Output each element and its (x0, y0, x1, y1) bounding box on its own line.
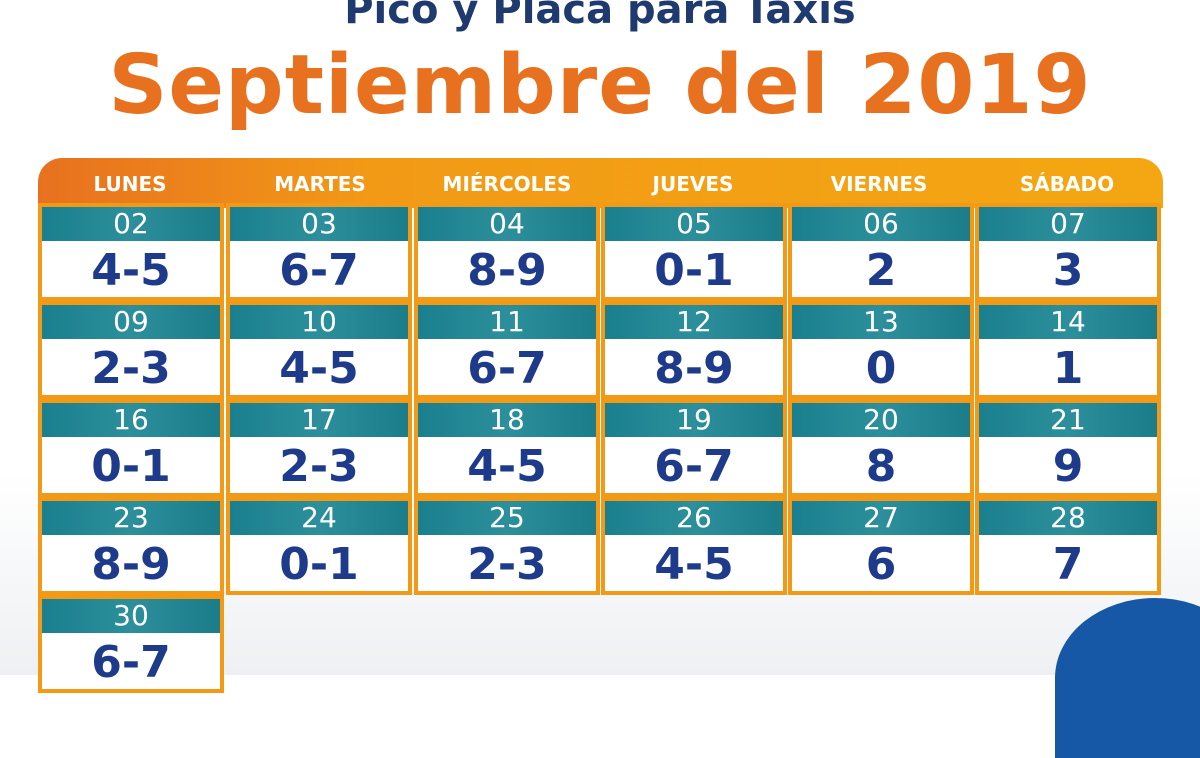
restricted-plates: 9 (1052, 441, 1084, 492)
page-subtitle: Pico y Placa para Taxis (344, 0, 856, 33)
weekday-label: JUEVES (652, 172, 734, 196)
day-number: 28 (979, 501, 1157, 535)
day-number: 23 (42, 501, 220, 535)
calendar-day-cell: 03 6-7 (226, 203, 412, 301)
restricted-plates: 7 (1052, 539, 1084, 590)
restricted-plates: 4-5 (91, 245, 171, 296)
restricted-plates: 6-7 (654, 441, 734, 492)
weekday-label: MARTES (274, 172, 366, 196)
restricted-plates: 6 (865, 539, 897, 590)
restricted-plates: 6-7 (467, 343, 547, 394)
restricted-plates: 4-5 (467, 441, 547, 492)
restricted-plates: 8-9 (654, 343, 734, 394)
calendar-day-cell: 28 7 (975, 497, 1161, 595)
restricted-plates: 6-7 (91, 637, 171, 688)
restricted-plates: 3 (1052, 245, 1084, 296)
day-number: 27 (792, 501, 970, 535)
day-number: 20 (792, 403, 970, 437)
day-number: 14 (979, 305, 1157, 339)
restricted-plates: 8-9 (467, 245, 547, 296)
day-number: 12 (605, 305, 783, 339)
calendar-day-cell: 30 6-7 (38, 595, 224, 693)
day-number: 21 (979, 403, 1157, 437)
day-number: 09 (42, 305, 220, 339)
calendar-day-cell: 19 6-7 (601, 399, 787, 497)
day-number: 11 (418, 305, 596, 339)
day-number: 26 (605, 501, 783, 535)
calendar-day-cell: 14 1 (975, 301, 1161, 399)
weekday-label: VIERNES (830, 172, 928, 196)
calendar-day-cell: 18 4-5 (414, 399, 600, 497)
restricted-plates: 0-1 (279, 539, 359, 590)
restricted-plates: 0 (865, 343, 897, 394)
restricted-plates: 4-5 (654, 539, 734, 590)
calendar-day-cell: 11 6-7 (414, 301, 600, 399)
calendar-day-cell: 16 0-1 (38, 399, 224, 497)
restricted-plates: 8-9 (91, 539, 171, 590)
restricted-plates: 8 (865, 441, 897, 492)
calendar-day-cell: 23 8-9 (38, 497, 224, 595)
calendar-day-cell: 05 0-1 (601, 203, 787, 301)
day-number: 10 (230, 305, 408, 339)
calendar-day-cell: 24 0-1 (226, 497, 412, 595)
calendar-day-cell: 04 8-9 (414, 203, 600, 301)
restricted-plates: 4-5 (279, 343, 359, 394)
restricted-plates: 0-1 (654, 245, 734, 296)
restricted-plates: 2-3 (467, 539, 547, 590)
calendar-day-cell: 07 3 (975, 203, 1161, 301)
day-number: 05 (605, 207, 783, 241)
calendar-day-cell: 10 4-5 (226, 301, 412, 399)
calendar-day-cell: 21 9 (975, 399, 1161, 497)
weekday-label: LUNES (93, 172, 167, 196)
page-title: Septiembre del 2019 (108, 38, 1092, 133)
day-number: 25 (418, 501, 596, 535)
calendar-day-cell: 13 0 (788, 301, 974, 399)
day-number: 02 (42, 207, 220, 241)
calendar-day-cell: 17 2-3 (226, 399, 412, 497)
restricted-plates: 6-7 (279, 245, 359, 296)
weekday-label: SÁBADO (1019, 172, 1115, 196)
calendar-day-cell: 02 4-5 (38, 203, 224, 301)
day-number: 13 (792, 305, 970, 339)
weekday-label: MIÉRCOLES (442, 172, 572, 196)
day-number: 07 (979, 207, 1157, 241)
restricted-plates: 2-3 (91, 343, 171, 394)
restricted-plates: 1 (1052, 343, 1084, 394)
day-number: 04 (418, 207, 596, 241)
day-number: 03 (230, 207, 408, 241)
calendar-day-cell: 12 8-9 (601, 301, 787, 399)
day-number: 06 (792, 207, 970, 241)
day-number: 17 (230, 403, 408, 437)
weekday-header-bar (38, 158, 1163, 208)
calendar-day-cell: 26 4-5 (601, 497, 787, 595)
day-number: 30 (42, 599, 220, 633)
day-number: 16 (42, 403, 220, 437)
restricted-plates: 2-3 (279, 441, 359, 492)
calendar-day-cell: 09 2-3 (38, 301, 224, 399)
decorative-shape (1055, 598, 1200, 758)
restricted-plates: 2 (865, 245, 897, 296)
day-number: 19 (605, 403, 783, 437)
day-number: 24 (230, 501, 408, 535)
calendar-day-cell: 25 2-3 (414, 497, 600, 595)
calendar-day-cell: 20 8 (788, 399, 974, 497)
calendar-day-cell: 06 2 (788, 203, 974, 301)
restricted-plates: 0-1 (91, 441, 171, 492)
day-number: 18 (418, 403, 596, 437)
calendar-day-cell: 27 6 (788, 497, 974, 595)
